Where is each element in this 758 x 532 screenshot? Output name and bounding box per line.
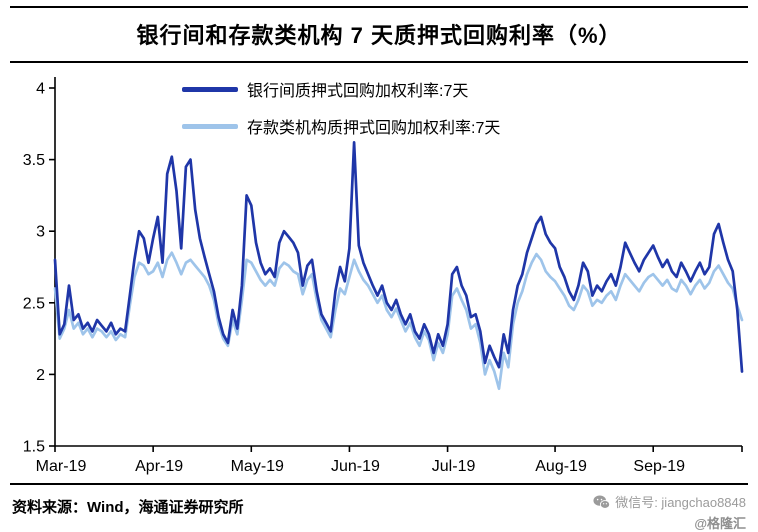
title-bar: 银行间和存款类机构 7 天质押式回购利率（%） [10, 6, 748, 63]
svg-text:Aug-19: Aug-19 [535, 458, 587, 475]
chart-area: 4 3.5 3 2.5 2 1.5 Mar-19 Apr-19 May-19 Jun-19 Jul-… [0, 63, 758, 483]
legend-label-depository: 存款类机构质押式回购加权利率:7天 [247, 120, 501, 137]
svg-text:4: 4 [36, 81, 45, 98]
legend-item-depository: 存款类机构质押式回购加权利率:7天 [182, 114, 500, 138]
svg-text:2: 2 [36, 367, 45, 384]
line-chart: 4 3.5 3 2.5 2 1.5 Mar-19 Apr-19 May-19 Jun-19 Jul-… [23, 77, 744, 475]
svg-text:Apr-19: Apr-19 [135, 458, 183, 475]
legend-swatch-depository [182, 123, 238, 129]
wechat-icon [593, 494, 611, 509]
svg-text:Jul-19: Jul-19 [432, 458, 476, 475]
legend-label-interbank: 银行间质押式回购加权利率:7天 [247, 83, 469, 100]
data-source-note: 资料来源：Wind，海通证券研究所 [12, 499, 244, 516]
chart-legend: 银行间质押式回购加权利率:7天 存款类机构质押式回购加权利率:7天 [182, 77, 500, 138]
brand-text: @格隆汇 [694, 516, 746, 531]
svg-text:May-19: May-19 [231, 458, 284, 475]
legend-swatch-interbank [182, 86, 238, 92]
svg-text:Jun-19: Jun-19 [331, 458, 380, 475]
legend-item-interbank: 银行间质押式回购加权利率:7天 [182, 77, 500, 101]
svg-text:Mar-19: Mar-19 [36, 458, 87, 475]
svg-text:1.5: 1.5 [23, 439, 45, 456]
footer: 资料来源：Wind，海通证券研究所 微信号: jiangchao8848 @格隆… [10, 483, 748, 532]
page-title: 银行间和存款类机构 7 天质押式回购利率（%） [136, 23, 622, 48]
watermark: 微信号: jiangchao8848 @格隆汇 [593, 492, 746, 532]
wechat-id-text: 微信号: jiangchao8848 [615, 495, 746, 510]
wechat-line: 微信号: jiangchao8848 [593, 492, 746, 511]
svg-text:3.5: 3.5 [23, 152, 45, 169]
svg-text:2.5: 2.5 [23, 295, 45, 312]
svg-text:3: 3 [36, 224, 45, 241]
svg-text:Sep-19: Sep-19 [633, 458, 685, 475]
